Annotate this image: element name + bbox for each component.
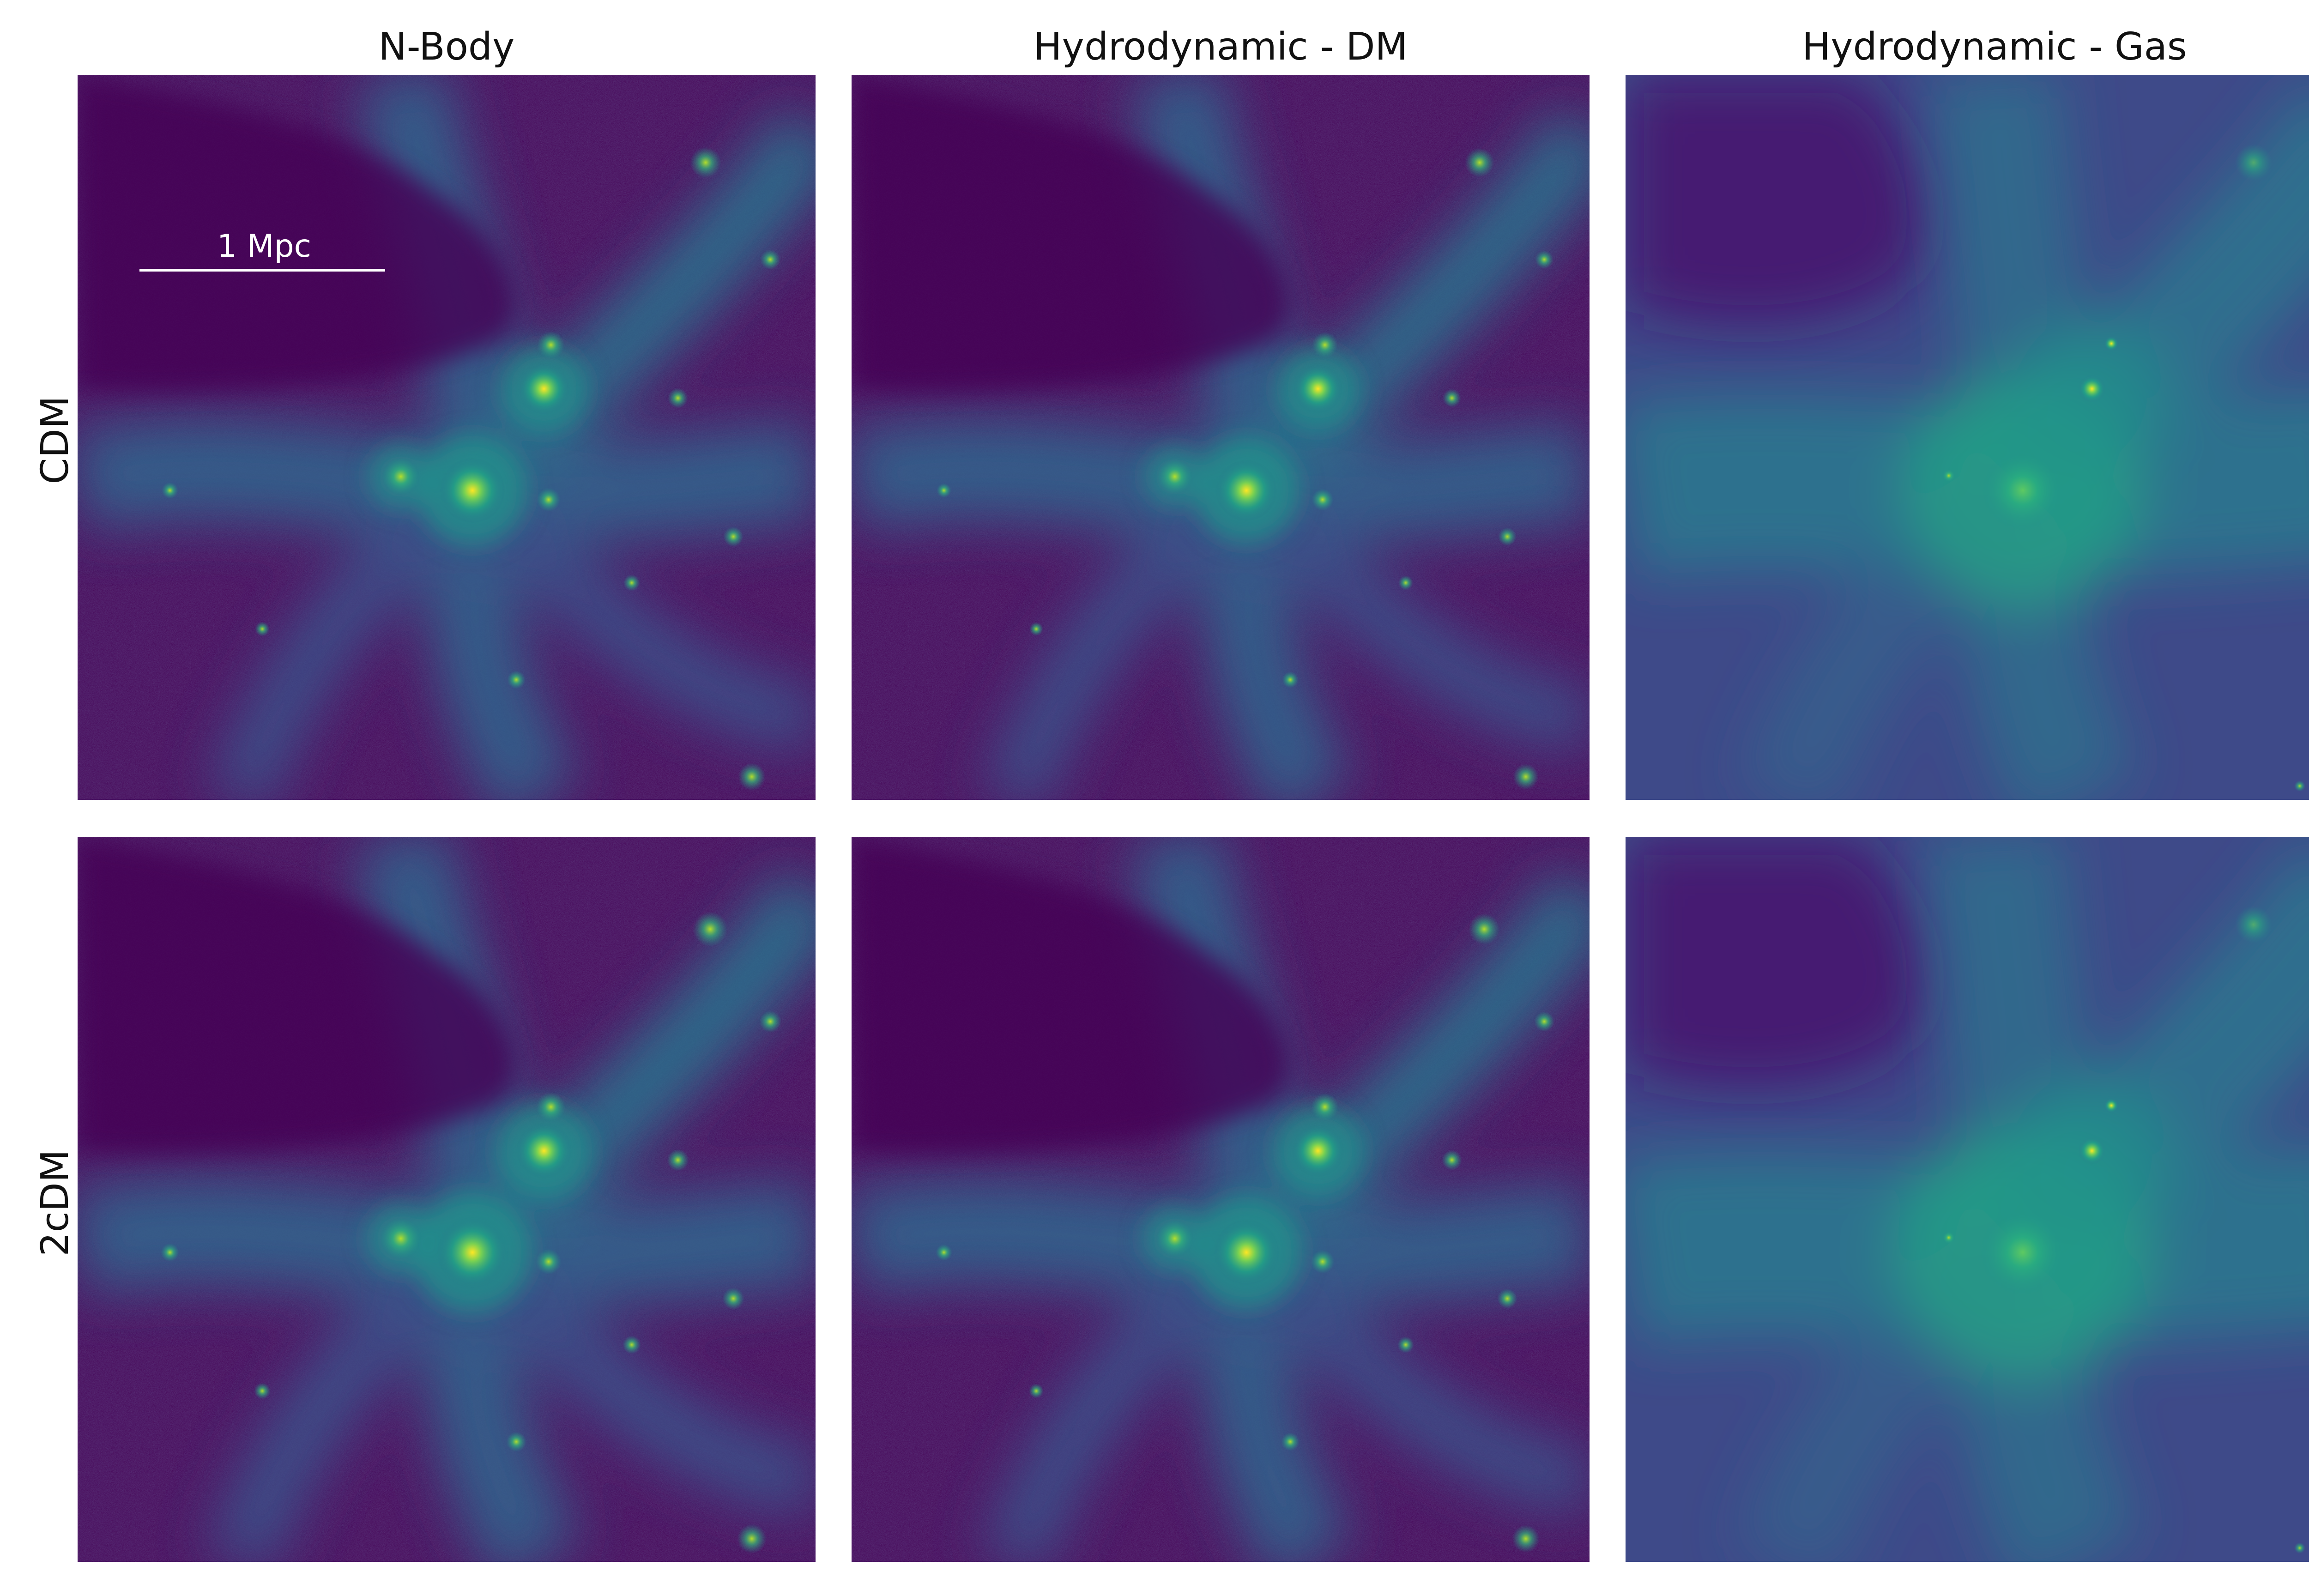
- row-label-2cdm: 2cDM: [33, 1149, 77, 1257]
- column-title-hydro-dm: Hydrodynamic - DM: [1033, 25, 1408, 69]
- scale-bar-label: 1 Mpc: [217, 228, 312, 265]
- density-map-2cdm-n-body: [78, 837, 816, 1562]
- panel-2cdm-hydro-dm: [852, 837, 1590, 1562]
- density-map-2cdm-hydro-dm: [852, 837, 1590, 1562]
- panel-2cdm-hydro-gas: [1626, 837, 2309, 1562]
- density-map-cdm-hydro-dm: [852, 75, 1590, 800]
- density-map-2cdm-hydro-gas: [1626, 837, 2309, 1562]
- panel-cdm-n-body: 1 Mpc: [78, 75, 816, 800]
- row-label-cdm: CDM: [33, 396, 77, 484]
- column-title-hydro-gas: Hydrodynamic - Gas: [1802, 25, 2187, 69]
- panel-2cdm-n-body: [78, 837, 816, 1562]
- scale-bar-line: [139, 269, 385, 272]
- panel-cdm-hydro-dm: [852, 75, 1590, 800]
- column-title-n-body: N-Body: [378, 25, 515, 69]
- density-map-cdm-n-body: [78, 75, 816, 800]
- density-map-cdm-hydro-gas: [1626, 75, 2309, 800]
- panel-cdm-hydro-gas: [1626, 75, 2309, 800]
- scale-bar: 1 Mpc: [139, 228, 463, 284]
